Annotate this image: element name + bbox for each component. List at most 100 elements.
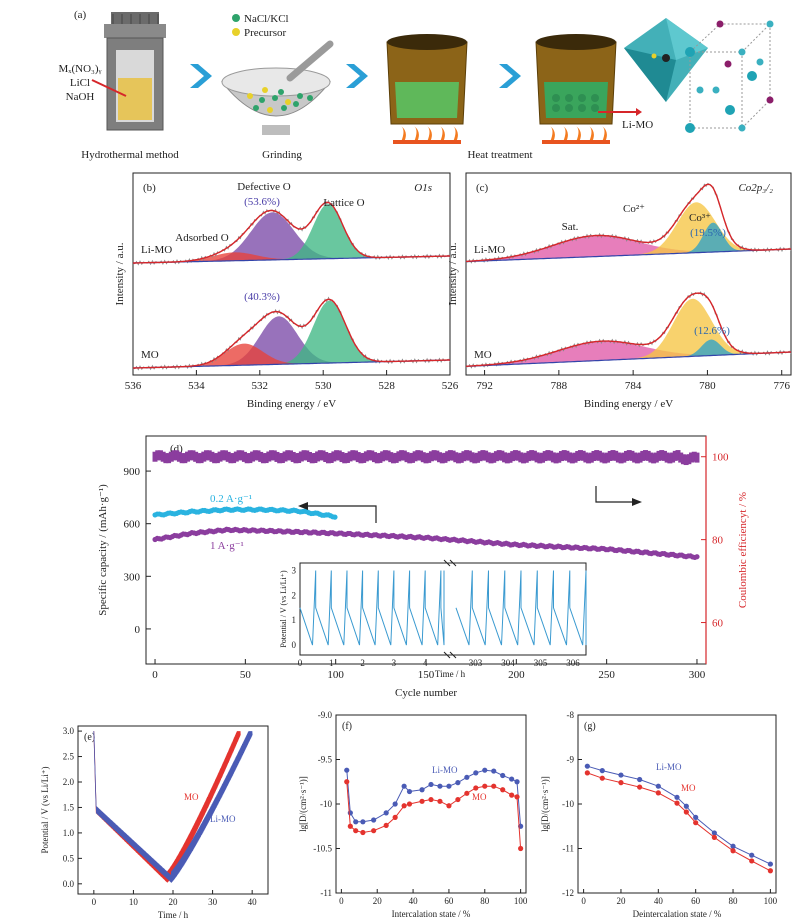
data-point	[550, 452, 556, 463]
x-tick-label: 40	[409, 896, 419, 906]
data-point	[749, 852, 755, 858]
data-point	[406, 801, 413, 807]
y-tick-label: -9.5	[318, 755, 333, 765]
data-point	[309, 453, 315, 464]
inset-x-axis-label: Time / h	[435, 669, 466, 679]
panel-a-label: (a)	[74, 9, 87, 21]
step-label: Grinding	[262, 149, 302, 161]
data-point	[678, 452, 684, 463]
data-point	[231, 453, 237, 464]
data-point	[694, 452, 700, 463]
data-point	[304, 450, 310, 461]
data-point	[293, 453, 299, 464]
data-point	[480, 450, 486, 461]
data-point	[412, 451, 418, 462]
inset-x-tick-label: 4	[423, 658, 428, 668]
data-point	[222, 450, 228, 461]
panel-label: (f)	[342, 721, 352, 732]
data-point	[610, 450, 616, 461]
data-point	[529, 450, 535, 461]
data-point	[353, 828, 359, 834]
data-point	[339, 452, 345, 463]
series-line	[93, 731, 253, 883]
data-point	[473, 770, 479, 776]
data-point	[683, 803, 689, 809]
data-point	[193, 451, 199, 462]
inset-x-tick-label: 2	[360, 658, 365, 668]
x-tick-label: 0	[92, 897, 97, 907]
data-point	[458, 452, 464, 463]
data-point	[166, 453, 172, 464]
data-point	[642, 450, 648, 461]
data-point	[629, 450, 635, 461]
data-point	[518, 845, 524, 852]
y-axis-label: Specific capacity / (mAh·g⁻¹)	[97, 484, 109, 616]
data-point	[469, 452, 475, 463]
data-point	[332, 514, 338, 520]
inset-x-tick-label: 304	[501, 658, 515, 668]
y-tick-label: -10	[562, 799, 574, 809]
data-point	[504, 453, 510, 464]
series-0.2A-markers	[152, 506, 338, 520]
data-point	[683, 455, 689, 466]
x-tick-label: 60	[691, 896, 701, 906]
data-point	[383, 810, 389, 816]
inset-x-tick-label: 306	[566, 658, 580, 668]
x-tick-label: 776	[773, 380, 790, 392]
data-point	[564, 450, 570, 461]
reagent-label: NaOH	[66, 91, 95, 103]
series-line	[346, 769, 522, 827]
data-point	[306, 451, 312, 462]
data-point	[382, 450, 388, 461]
inset-voltage-line	[299, 570, 445, 646]
data-point	[185, 451, 191, 462]
data-point	[383, 822, 389, 828]
y-axis-label: Intensity / a.u.	[114, 242, 126, 305]
co3-percent: (12.6%)	[694, 325, 730, 337]
data-point	[667, 453, 673, 464]
series-label: Li-MO	[474, 244, 505, 256]
x-tick-label: 0	[152, 669, 158, 681]
y-tick-label: 2.5	[63, 752, 75, 762]
data-point	[561, 450, 567, 461]
series-label: MO	[184, 792, 199, 802]
data-point	[409, 452, 415, 463]
autoclave-icon	[91, 12, 166, 131]
data-point	[483, 450, 489, 461]
data-point	[626, 450, 632, 461]
data-point	[464, 774, 470, 780]
y-axis-label: lg[D/(cm²·s⁻¹)]	[298, 776, 308, 832]
data-point	[730, 843, 736, 849]
x-tick-label: 250	[598, 669, 615, 681]
data-point	[437, 798, 443, 804]
y2-tick-label: 80	[712, 535, 724, 547]
data-point	[655, 783, 661, 789]
data-point	[670, 452, 676, 463]
inset-y-tick-label: 1	[292, 615, 297, 625]
data-point	[225, 451, 231, 462]
data-point	[683, 809, 689, 815]
annotation-label: Defective O	[237, 181, 290, 193]
x-tick-label: 20	[373, 896, 383, 906]
series-label: Li-MO	[210, 814, 236, 824]
y-tick-label: 3.0	[63, 726, 75, 736]
data-point	[686, 454, 692, 465]
x-axis-label: Binding energy / eV	[247, 398, 336, 410]
data-point	[461, 451, 467, 462]
data-point	[493, 451, 499, 462]
data-point	[446, 783, 452, 789]
data-point	[271, 450, 277, 461]
chevron-right-icon	[346, 64, 368, 88]
data-point	[584, 770, 590, 776]
data-point	[648, 452, 654, 463]
y-tick-label: 0	[135, 624, 141, 636]
data-point	[415, 450, 421, 461]
annotation-label: Lattice O	[323, 197, 364, 209]
data-point	[406, 788, 413, 795]
data-point	[363, 451, 369, 462]
data-point	[344, 779, 350, 785]
axis-break-icon	[443, 559, 457, 659]
data-point	[691, 451, 697, 462]
y-tick-label: 300	[124, 571, 141, 583]
data-point	[407, 453, 413, 464]
